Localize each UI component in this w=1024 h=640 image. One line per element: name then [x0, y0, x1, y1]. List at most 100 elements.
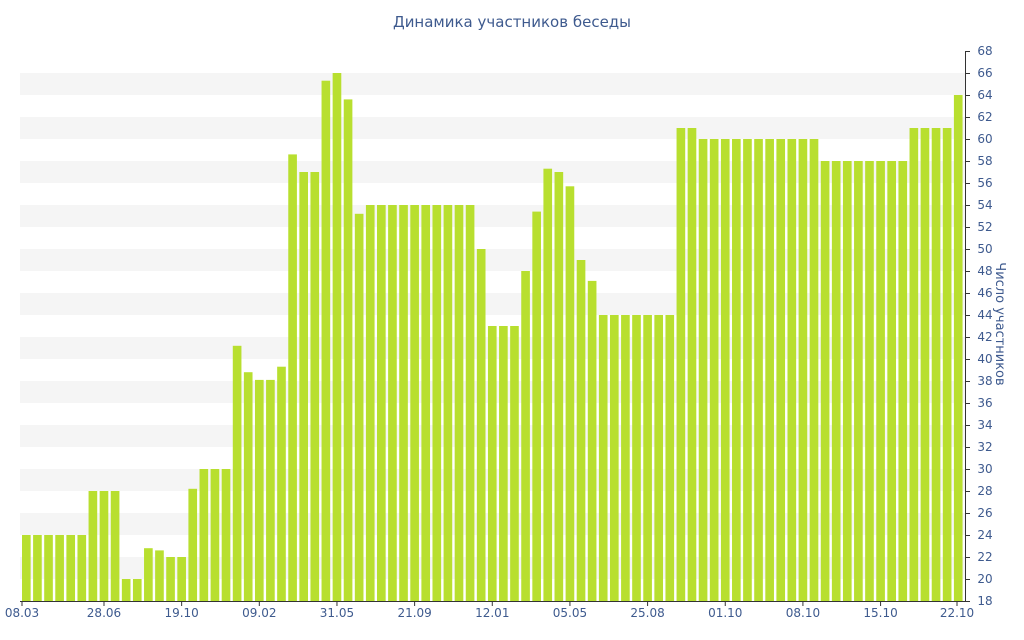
bar [576, 260, 586, 601]
y-tick-label: 48 [977, 264, 992, 278]
bar [487, 326, 497, 601]
bar [554, 172, 564, 601]
bar [732, 139, 741, 601]
bar [110, 491, 120, 601]
bar [365, 205, 375, 601]
bar [609, 315, 619, 601]
y-tick-label: 50 [977, 242, 992, 256]
grid-band [20, 117, 965, 139]
bar [254, 379, 264, 601]
bar [410, 205, 419, 601]
bar [798, 139, 808, 601]
y-tick-label: 44 [977, 308, 992, 322]
y-tick-label: 60 [977, 132, 992, 146]
bar [22, 535, 31, 601]
y-tick-label: 20 [977, 572, 992, 586]
y-tick-label: 66 [977, 66, 992, 80]
bar [288, 154, 297, 601]
bar [155, 550, 164, 601]
y-tick-label: 68 [977, 44, 992, 58]
x-tick-label: 31.05 [320, 606, 354, 620]
bar [55, 535, 64, 601]
y-tick-label: 32 [977, 440, 992, 454]
bar [532, 211, 541, 601]
bar [865, 161, 874, 601]
y-tick-label: 46 [977, 286, 992, 300]
bar [354, 213, 364, 602]
x-tick-label: 05.05 [553, 606, 587, 620]
bar [377, 205, 386, 601]
bar [132, 579, 142, 601]
bar [33, 535, 42, 601]
bar [909, 128, 919, 601]
bar [854, 161, 863, 601]
bar [587, 280, 597, 601]
bar [820, 161, 830, 601]
x-tick-label: 08.03 [5, 606, 39, 620]
bar [310, 172, 320, 601]
bar [953, 95, 963, 601]
bar [188, 488, 198, 601]
bar [465, 205, 475, 601]
bar [687, 128, 697, 601]
y-tick-label: 42 [977, 330, 992, 344]
y-tick-label: 64 [977, 88, 992, 102]
bar [66, 535, 76, 601]
bar [765, 139, 774, 601]
x-tick-label: 09.02 [242, 606, 276, 620]
grid-band [20, 73, 965, 95]
x-axis-ticks: 08.03 28.06 19.10 09.02 31.05 21.09 12.01 05.05… [5, 601, 974, 620]
bar [654, 315, 664, 601]
bar [876, 161, 885, 601]
bar [565, 186, 575, 602]
bar [432, 205, 442, 601]
bar [343, 99, 353, 602]
y-tick-label: 58 [977, 154, 992, 168]
y-tick-label: 40 [977, 352, 992, 366]
y-axis-ticks: 18 20 22 24 26 28 30 32 34 36 38 40 42 44 46 48 50 52 54 56… [965, 44, 993, 608]
y-tick-label: 34 [977, 418, 992, 432]
bar [44, 535, 53, 601]
x-tick-label: 08.10 [786, 606, 820, 620]
y-tick-label: 18 [977, 594, 992, 608]
bar [720, 139, 730, 601]
bar [831, 161, 841, 601]
bar [121, 579, 131, 601]
bar [887, 161, 896, 601]
chart-title: Динамика участников беседы [392, 13, 632, 31]
bar [931, 128, 941, 601]
bar [776, 139, 786, 601]
bar [277, 366, 286, 601]
bar [388, 205, 397, 601]
y-tick-label: 24 [977, 528, 992, 542]
x-tick-label: 15.10 [863, 606, 897, 620]
bar [399, 205, 408, 601]
bar [166, 557, 175, 601]
bar [543, 168, 553, 601]
x-tick-label: 25.08 [630, 606, 664, 620]
x-tick-label: 21.09 [397, 606, 431, 620]
bar [221, 469, 231, 601]
bar [709, 139, 719, 601]
bar [621, 315, 630, 601]
bar [743, 139, 752, 601]
bar-series [22, 73, 963, 602]
y-tick-label: 54 [977, 198, 992, 212]
bar [632, 315, 641, 601]
bar [321, 80, 331, 601]
bar [898, 161, 908, 601]
bar [199, 469, 209, 601]
bar [88, 491, 98, 601]
y-tick-label: 56 [977, 176, 992, 190]
y-tick-label: 38 [977, 374, 992, 388]
y-axis-title: Число участников [992, 262, 1007, 385]
y-tick-label: 30 [977, 462, 992, 476]
bar [99, 491, 109, 601]
x-tick-label: 19.10 [164, 606, 198, 620]
bar [232, 345, 242, 601]
bar [676, 128, 686, 601]
bar [809, 139, 819, 601]
y-tick-label: 28 [977, 484, 992, 498]
bar [266, 379, 275, 601]
